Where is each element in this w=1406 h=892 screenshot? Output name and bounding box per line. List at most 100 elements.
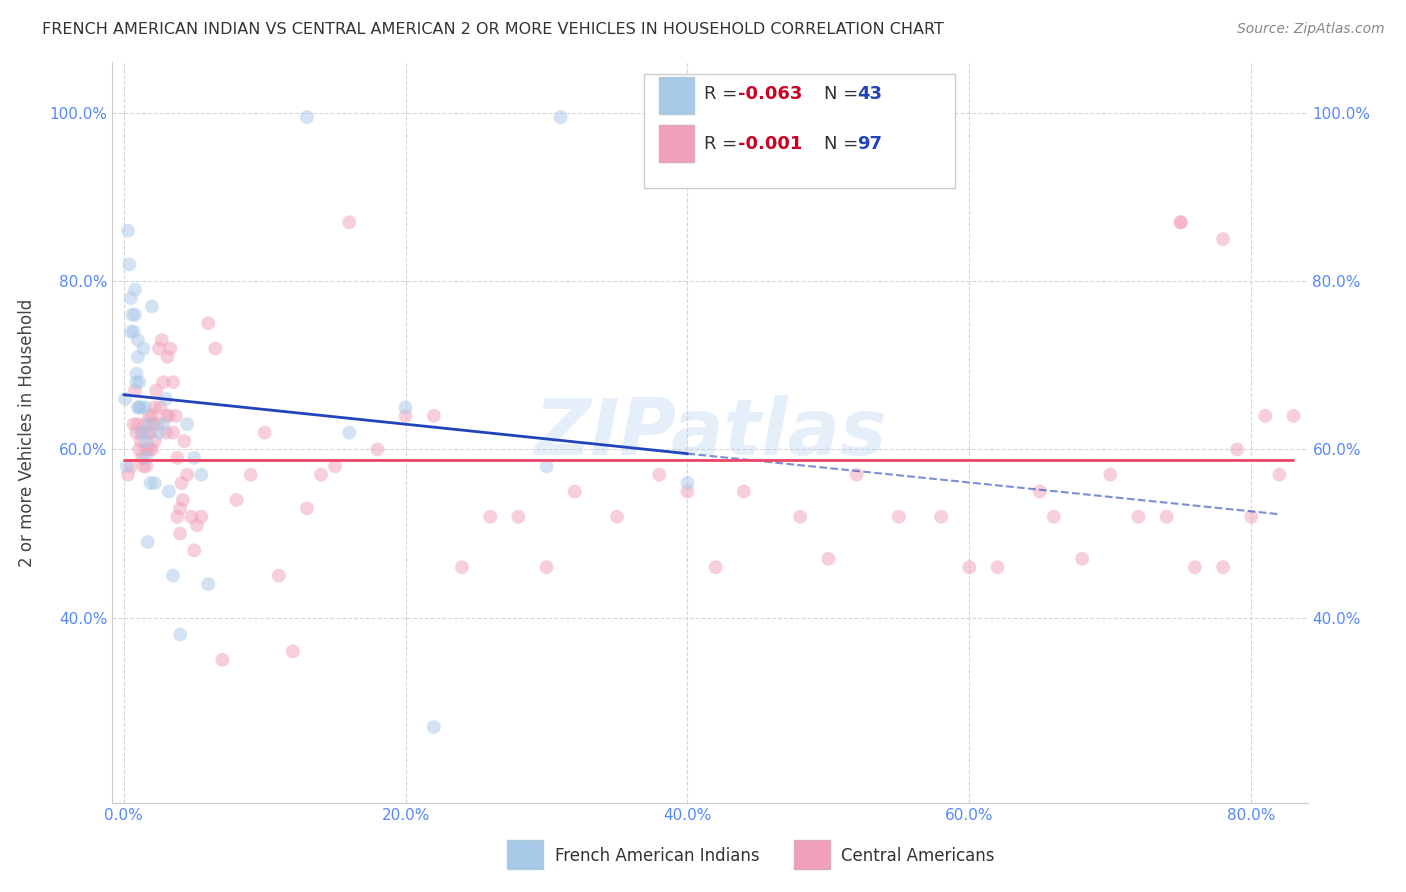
Point xyxy=(159,342,181,356)
Text: French American Indians: French American Indians xyxy=(554,847,759,865)
FancyBboxPatch shape xyxy=(658,78,695,114)
FancyBboxPatch shape xyxy=(793,840,830,870)
Point xyxy=(122,325,145,339)
Point xyxy=(606,509,628,524)
Text: Source: ZipAtlas.com: Source: ZipAtlas.com xyxy=(1237,22,1385,37)
Point xyxy=(986,560,1008,574)
Point xyxy=(1226,442,1249,457)
Point xyxy=(128,375,150,389)
Point xyxy=(146,417,169,432)
Point xyxy=(1043,509,1066,524)
Point xyxy=(124,283,146,297)
Point xyxy=(155,425,177,440)
Point xyxy=(295,110,318,124)
Point xyxy=(135,450,157,465)
Point xyxy=(1212,232,1234,246)
Point xyxy=(127,401,149,415)
Point xyxy=(1254,409,1277,423)
Point xyxy=(134,401,156,415)
Point xyxy=(124,384,146,398)
Point xyxy=(1170,215,1192,229)
Point xyxy=(143,476,166,491)
Point xyxy=(138,417,160,432)
Point xyxy=(122,417,145,432)
Point xyxy=(394,401,416,415)
Point xyxy=(120,459,142,474)
Point xyxy=(267,568,290,582)
Point xyxy=(124,308,146,322)
Text: FRENCH AMERICAN INDIAN VS CENTRAL AMERICAN 2 OR MORE VEHICLES IN HOUSEHOLD CORRE: FRENCH AMERICAN INDIAN VS CENTRAL AMERIC… xyxy=(42,22,943,37)
Point xyxy=(648,467,671,482)
Point xyxy=(136,535,159,549)
Point xyxy=(253,425,276,440)
Point xyxy=(127,350,149,364)
Point xyxy=(129,434,152,448)
Point xyxy=(135,442,157,457)
Point xyxy=(704,560,727,574)
Point xyxy=(117,467,139,482)
Point xyxy=(136,425,159,440)
Point xyxy=(929,509,952,524)
Point xyxy=(121,308,143,322)
Point xyxy=(1128,509,1150,524)
Text: R =: R = xyxy=(704,86,742,103)
Point xyxy=(172,492,194,507)
Point xyxy=(162,568,184,582)
Point xyxy=(142,417,165,432)
Point xyxy=(337,425,360,440)
Point xyxy=(156,350,179,364)
Text: -0.001: -0.001 xyxy=(738,135,801,153)
Point xyxy=(423,720,446,734)
Point xyxy=(132,459,155,474)
Text: N =: N = xyxy=(824,135,863,153)
Point xyxy=(135,434,157,448)
Point xyxy=(186,518,208,533)
Point xyxy=(131,425,153,440)
Point xyxy=(157,409,180,423)
Point xyxy=(337,215,360,229)
Point xyxy=(127,417,149,432)
Point xyxy=(1240,509,1263,524)
Point xyxy=(125,375,148,389)
Point xyxy=(197,316,219,330)
Point xyxy=(143,434,166,448)
Point xyxy=(120,291,142,305)
Point xyxy=(309,467,332,482)
Point xyxy=(165,409,187,423)
Point xyxy=(131,450,153,465)
FancyBboxPatch shape xyxy=(508,840,543,870)
Y-axis label: 2 or more Vehicles in Household: 2 or more Vehicles in Household xyxy=(18,299,35,566)
Point xyxy=(676,476,699,491)
Point xyxy=(152,375,174,389)
Point xyxy=(508,509,530,524)
Point xyxy=(211,653,233,667)
Point xyxy=(169,501,191,516)
Point xyxy=(1212,560,1234,574)
Text: 43: 43 xyxy=(858,86,882,103)
Point xyxy=(173,434,195,448)
Point xyxy=(479,509,502,524)
Point xyxy=(1170,215,1192,229)
Point xyxy=(117,224,139,238)
Point xyxy=(169,526,191,541)
Point xyxy=(845,467,868,482)
Point xyxy=(225,492,247,507)
Point xyxy=(789,509,811,524)
Point xyxy=(564,484,586,499)
Point xyxy=(148,342,170,356)
Point xyxy=(817,551,839,566)
Point xyxy=(676,484,699,499)
Point xyxy=(183,450,205,465)
Point xyxy=(451,560,474,574)
Point xyxy=(132,342,155,356)
Point xyxy=(128,442,150,457)
Point xyxy=(204,342,226,356)
Point xyxy=(135,459,157,474)
Point xyxy=(176,467,198,482)
Point xyxy=(190,509,212,524)
Point xyxy=(887,509,910,524)
Point xyxy=(1156,509,1178,524)
Point xyxy=(1268,467,1291,482)
Point xyxy=(141,300,163,314)
Point xyxy=(141,442,163,457)
